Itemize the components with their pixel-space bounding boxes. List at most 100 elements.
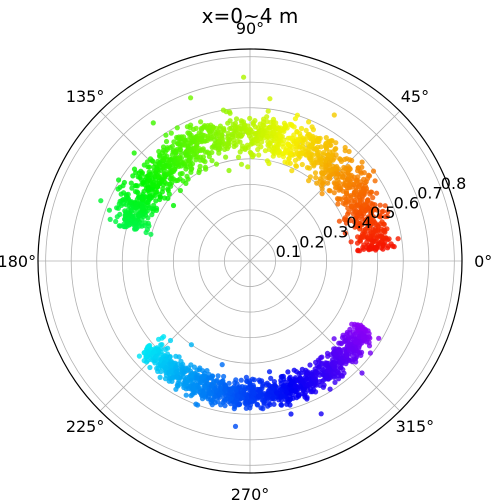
data-point-1998 [336, 370, 342, 376]
data-point-2378 [166, 369, 172, 375]
data-point-1357 [177, 154, 183, 160]
data-point-1154 [267, 140, 273, 146]
angle-tick-label-3: 135° [66, 87, 105, 106]
data-point-1136 [185, 176, 191, 182]
data-point-1061 [306, 150, 312, 156]
data-point-2413 [331, 364, 337, 370]
data-point-2551 [359, 370, 365, 376]
data-point-2177 [263, 382, 270, 388]
data-point-348 [198, 119, 204, 125]
data-point-2536 [173, 386, 179, 392]
data-point-1090 [320, 181, 326, 187]
data-point-1328 [342, 180, 348, 186]
data-point-985 [177, 176, 183, 182]
data-point-1218 [197, 154, 203, 160]
data-point-1100 [146, 164, 152, 170]
data-point-1059 [207, 136, 214, 142]
data-point-1103 [370, 168, 377, 174]
data-point-1321 [379, 238, 385, 244]
data-point-2543 [260, 406, 266, 412]
data-point-2437 [352, 321, 358, 327]
data-point-2553 [352, 331, 358, 337]
polar-frame [37, 48, 463, 474]
data-point-393 [107, 216, 113, 222]
data-point-2459 [183, 365, 189, 371]
data-point-1131 [204, 149, 211, 155]
data-point-1913 [221, 373, 227, 380]
data-point-2545 [288, 411, 294, 417]
angle-tick-label-5: 225° [66, 417, 105, 436]
data-point-210 [355, 247, 361, 253]
angle-tick-label-0: 0° [474, 252, 491, 271]
data-point-2429 [151, 349, 157, 355]
data-point-1240 [336, 187, 342, 193]
data-point-2230 [199, 396, 206, 402]
data-point-2369 [342, 346, 349, 352]
data-point-2270 [153, 354, 159, 360]
data-point-896 [136, 213, 142, 219]
data-point-2490 [168, 363, 174, 369]
data-point-1112 [130, 173, 136, 179]
data-point-1365 [209, 149, 215, 156]
data-point-2497 [324, 373, 330, 379]
data-point-2516 [238, 161, 245, 167]
data-point-1013 [327, 173, 333, 179]
data-point-1332 [348, 203, 354, 209]
data-point-1038 [346, 148, 352, 155]
data-point-953 [303, 127, 309, 133]
data-point-2364 [197, 380, 203, 386]
data-point-1280 [196, 146, 202, 152]
radial-tick-label-1: 0.2 [299, 233, 324, 252]
data-point-2552 [357, 350, 363, 356]
data-point-1025 [354, 202, 360, 208]
data-point-2539 [219, 362, 225, 368]
data-point-98 [106, 207, 112, 213]
data-point-1107 [328, 142, 334, 148]
radial-tick-label-0: 0.1 [276, 242, 301, 261]
data-point-596 [116, 177, 122, 183]
data-point-1391 [147, 171, 153, 177]
data-point-1892 [191, 364, 197, 370]
data-point-928 [321, 150, 327, 156]
chart-title: x=0~4 m [202, 4, 299, 28]
data-point-1049 [343, 171, 349, 177]
data-point-1091 [271, 130, 277, 136]
data-point-1273 [232, 123, 238, 129]
data-point-587 [148, 231, 154, 237]
data-point-1253 [126, 222, 132, 228]
data-point-858 [319, 171, 325, 177]
data-point-2445 [184, 379, 190, 385]
data-point-1018 [252, 131, 258, 137]
data-point-1269 [323, 135, 329, 141]
data-point-2537 [196, 367, 202, 373]
data-point-2451 [294, 389, 300, 395]
data-point-900 [296, 155, 302, 161]
data-point-1311 [327, 160, 333, 166]
data-point-1370 [270, 153, 276, 159]
data-point-2484 [237, 401, 243, 407]
data-point-946 [335, 201, 341, 207]
data-point-1248 [341, 164, 347, 171]
data-point-738 [292, 151, 298, 157]
data-point-2466 [175, 361, 181, 367]
data-point-2382 [166, 378, 172, 384]
data-point-2453 [218, 402, 224, 408]
data-point-1368 [355, 184, 361, 190]
data-point-1971 [309, 371, 315, 377]
data-point-1057 [161, 172, 167, 178]
data-point-1386 [294, 136, 300, 142]
data-point-1746 [367, 350, 373, 356]
data-point-2415 [319, 371, 325, 377]
data-point-2495 [188, 372, 194, 378]
scatter-points [98, 74, 401, 429]
data-point-2119 [365, 328, 371, 334]
data-point-837 [149, 206, 155, 212]
angle-tick-labels: 0° 45° 90° 135° 180° 225° 270° 315° [0, 19, 491, 500]
data-point-1246 [188, 140, 195, 146]
data-point-1250 [237, 123, 243, 130]
data-point-2301 [345, 334, 351, 340]
data-point-2460 [162, 346, 168, 352]
data-point-1221 [355, 234, 361, 240]
data-point-1139 [139, 170, 145, 176]
data-point-1398 [373, 244, 380, 250]
